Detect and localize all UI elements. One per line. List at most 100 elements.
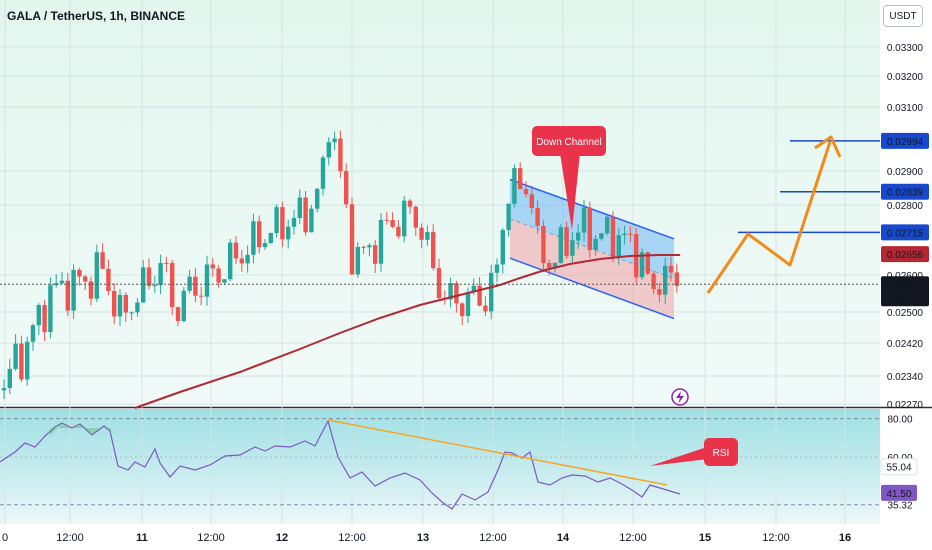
candle (668, 256, 674, 282)
rsi-pane-background (0, 409, 880, 524)
candle-body (88, 281, 94, 299)
candle (216, 264, 221, 289)
rsi-tag-box (880, 458, 918, 476)
lightning-bolt (676, 391, 684, 404)
time-tick-label: 16 (839, 532, 851, 544)
candle (274, 204, 279, 238)
candle (286, 219, 291, 249)
candle (94, 244, 99, 303)
time-tick-label: 12 (276, 532, 288, 544)
price-tag-box (881, 183, 929, 200)
candle (210, 257, 215, 277)
candle-body (30, 325, 36, 342)
candle-body (506, 203, 511, 231)
candle (651, 270, 656, 295)
candle-body (361, 246, 366, 248)
time-tick-label: 12:00 (338, 532, 366, 544)
candle (500, 227, 505, 274)
candle-body (239, 258, 244, 264)
candle (326, 137, 331, 166)
candle-body (25, 341, 30, 380)
candle-body (651, 273, 656, 290)
candle-body (436, 268, 442, 299)
currency-button[interactable]: USDT (883, 5, 923, 27)
candle-body (210, 264, 215, 269)
candle-body (431, 232, 436, 269)
time-tick-label: 12:00 (479, 532, 507, 544)
price-tick-label: 0.02420 (887, 339, 924, 350)
candle-body (547, 262, 552, 268)
time-tick-label: 12:00 (619, 532, 647, 544)
candle-body (384, 219, 389, 221)
candle-body (378, 219, 384, 264)
time-tick-label: 12:00 (56, 532, 84, 544)
candle (1, 379, 7, 400)
candle-body (483, 305, 488, 312)
candle-body (291, 218, 297, 227)
candle (639, 248, 645, 281)
candle-body (286, 226, 291, 240)
candle (65, 272, 70, 316)
candle (407, 198, 413, 215)
rsi-tick-label: 80.00 (887, 415, 912, 426)
price-tag: 0.02575 43:11 (881, 276, 929, 307)
rsi-tag: 55.04 (880, 458, 918, 476)
candle-body (663, 265, 668, 295)
candle-body (112, 291, 117, 317)
candle (245, 245, 250, 273)
candle-body (303, 197, 308, 233)
price-tag-value: 0.02839 (887, 188, 924, 199)
candle-body (518, 168, 523, 190)
candle (187, 269, 192, 294)
candle-body (494, 264, 500, 273)
candle (564, 221, 569, 259)
candle (489, 264, 494, 320)
candle-body (228, 242, 233, 280)
rsi-overbought-area (50, 423, 112, 436)
candle-body (390, 220, 395, 227)
callout-label: Down Channel (536, 137, 602, 148)
candle-body (152, 285, 157, 287)
candle (355, 242, 360, 278)
candle-body (535, 207, 540, 226)
price-tag-countdown: 43:11 (893, 294, 918, 305)
candle-body (175, 307, 181, 322)
price-tag-box (881, 246, 929, 263)
candle (164, 256, 169, 273)
candle (605, 213, 610, 236)
price-tag: 0.02715 (881, 224, 929, 241)
projection-arrowhead (814, 135, 842, 158)
price-tag-box (881, 224, 929, 241)
candle-body (523, 189, 529, 195)
candle-body (135, 302, 140, 313)
price-tag-value: 0.02656 (887, 250, 924, 261)
candle-body (413, 206, 418, 228)
candle (30, 323, 36, 351)
rsi-callout-pointer (650, 446, 716, 466)
candle-body (576, 232, 581, 241)
candle-body (297, 197, 302, 219)
candle-body (587, 207, 592, 250)
candle (448, 277, 453, 308)
time-tick-label: 12:00 (762, 532, 790, 544)
candle (483, 296, 488, 317)
candle-body (657, 289, 662, 295)
candle-body (628, 233, 633, 235)
candle-body (477, 285, 482, 306)
candle (396, 220, 401, 239)
candle-body (425, 232, 430, 240)
rsi-callout-box (704, 438, 738, 466)
candle (581, 199, 587, 242)
candle-body (338, 138, 343, 172)
candle-body (117, 294, 123, 317)
candle (123, 292, 128, 322)
candle-body (639, 252, 645, 278)
time-tick-label: 15 (699, 532, 711, 544)
price-tag-value: 0.02715 (887, 228, 924, 239)
candle (36, 303, 41, 335)
chart-title: GALA / TetherUS, 1h, BINANCE (7, 9, 186, 23)
candle (431, 224, 436, 271)
candle (175, 306, 181, 327)
